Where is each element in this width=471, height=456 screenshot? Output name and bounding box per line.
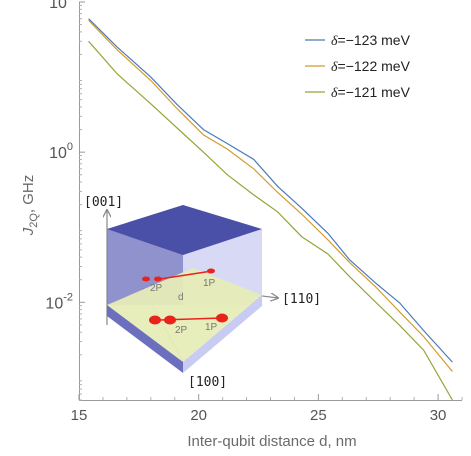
y-tick-label: 10-2 — [45, 291, 73, 312]
donor-2p-bottom-b — [164, 315, 176, 325]
y-tick-label: 102 — [49, 0, 73, 12]
donor-2p-bottom-a — [149, 315, 161, 325]
ticks — [78, 1, 463, 401]
legend-label-3: δ=−121 meV — [331, 84, 411, 101]
label-1p-top: 1P — [203, 278, 216, 289]
label-d: d — [178, 292, 184, 303]
x-tick-label: 30 — [430, 407, 447, 424]
donor-2p-top-b — [154, 276, 162, 282]
legend-label-2: δ=−122 meV — [331, 58, 411, 75]
block-top-face — [107, 205, 262, 255]
label-1p-bottom: 1P — [205, 322, 218, 333]
block-lower-left — [107, 305, 183, 373]
donor-1p-top — [207, 268, 215, 274]
label-axis-100: [100] — [188, 375, 227, 390]
x-tick-label: 25 — [310, 407, 327, 424]
y-axis-title-sub: 2Q — [28, 213, 40, 228]
series-line-2 — [88, 19, 453, 372]
y-axis-title-unit: , GHz — [20, 175, 37, 213]
donor-link-top — [159, 270, 213, 280]
legend: δ=−123 meV δ=−122 meV δ=−121 meV — [305, 32, 411, 101]
label-axis-001: [001] — [84, 195, 123, 210]
y-axis-title: J2Q, GHz — [20, 175, 40, 237]
y-tick-label: 100 — [49, 141, 73, 162]
donor-1p-bottom — [216, 313, 228, 323]
y-axis-title-main: J — [20, 227, 37, 236]
x-tick-label: 15 — [71, 407, 88, 424]
x-tick-label: 20 — [190, 407, 207, 424]
axes — [79, 2, 462, 401]
donor-2p-top-a — [142, 276, 150, 282]
series-line-3 — [88, 40, 453, 401]
series-line-1 — [88, 18, 453, 363]
crystal-inset: 2P 1P d 2P 1P [001] [110] [100] — [84, 195, 321, 390]
legend-label-1: δ=−123 meV — [331, 32, 411, 49]
label-axis-110: [110] — [282, 292, 321, 307]
block-lower-right — [183, 295, 262, 373]
dopant-plane — [107, 268, 262, 362]
series-layer — [88, 18, 453, 401]
label-2p-bottom: 2P — [175, 325, 188, 336]
label-2p-top: 2P — [150, 283, 163, 294]
tick-labels: 15 20 25 30 10-2 100 102 — [45, 0, 446, 424]
x-axis-title: Inter-qubit distance d, nm — [187, 433, 356, 450]
